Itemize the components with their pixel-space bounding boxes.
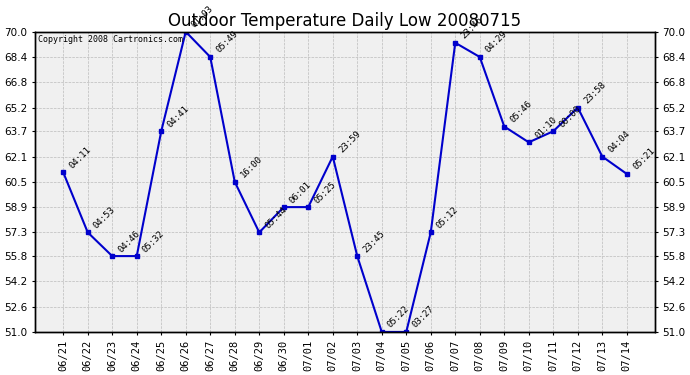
Text: Copyright 2008 Cartronics.com: Copyright 2008 Cartronics.com	[38, 35, 183, 44]
Text: 06:01: 06:01	[288, 180, 313, 205]
Text: 04:29: 04:29	[484, 30, 509, 55]
Text: 05:32: 05:32	[141, 228, 166, 254]
Text: 05:25: 05:25	[313, 180, 338, 205]
Text: 04:04: 04:04	[607, 129, 632, 154]
Text: 04:41: 04:41	[166, 104, 190, 129]
Text: 23:59: 23:59	[337, 129, 362, 154]
Text: 05:46: 05:46	[509, 99, 534, 124]
Text: 04:46: 04:46	[117, 228, 141, 254]
Text: 01:03: 01:03	[190, 4, 215, 30]
Text: 05:44: 05:44	[264, 205, 289, 230]
Text: 05:49: 05:49	[215, 30, 240, 55]
Text: 01:10: 01:10	[533, 115, 558, 140]
Text: 04:53: 04:53	[92, 205, 117, 230]
Text: 03:27: 03:27	[411, 304, 436, 330]
Text: 23:46: 23:46	[460, 15, 485, 40]
Text: 23:58: 23:58	[582, 80, 607, 105]
Text: 16:00: 16:00	[239, 154, 264, 180]
Text: 04:11: 04:11	[68, 145, 92, 170]
Text: 05:22: 05:22	[386, 304, 411, 330]
Text: 00:00: 00:00	[558, 104, 583, 129]
Text: 23:45: 23:45	[362, 228, 387, 254]
Title: Outdoor Temperature Daily Low 20080715: Outdoor Temperature Daily Low 20080715	[168, 12, 522, 30]
Text: 05:21: 05:21	[631, 146, 656, 172]
Text: 05:12: 05:12	[435, 205, 460, 230]
